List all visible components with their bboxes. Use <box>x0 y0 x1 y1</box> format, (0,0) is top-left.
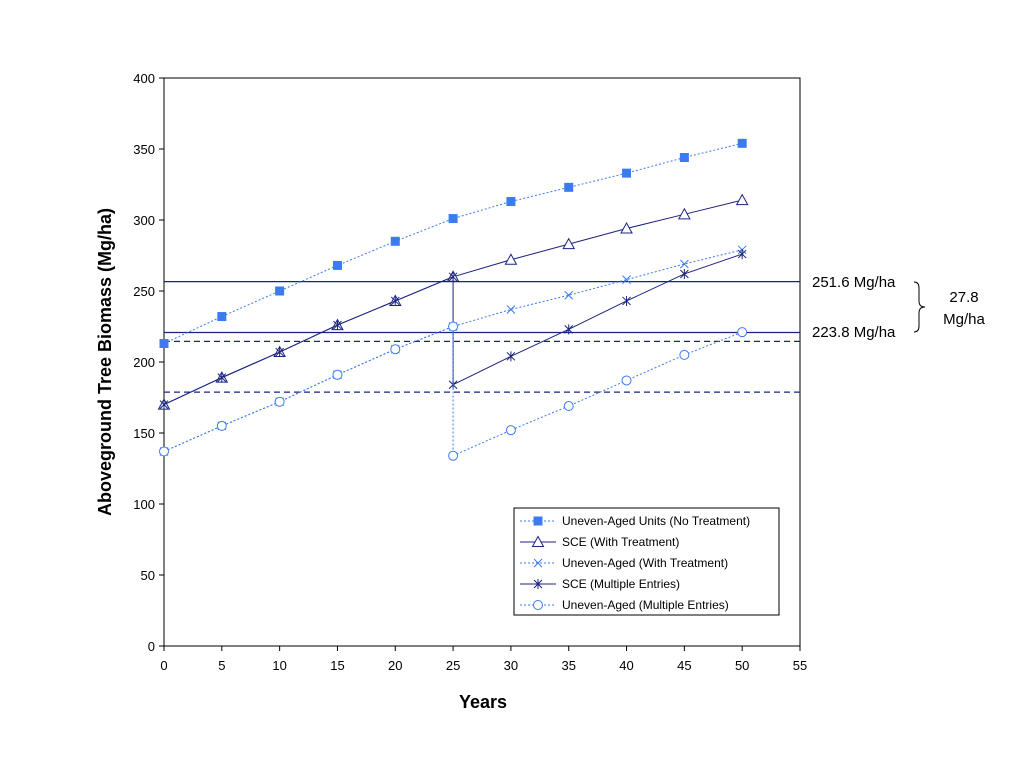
data-point <box>680 259 689 269</box>
data-point <box>506 197 516 207</box>
data-point <box>448 450 459 461</box>
x-tick-label: 35 <box>561 658 575 673</box>
data-point <box>275 286 285 296</box>
series-group <box>157 138 749 461</box>
y-tick-label: 150 <box>133 426 155 441</box>
data-point <box>274 396 285 407</box>
data-point <box>159 339 169 349</box>
data-point <box>448 271 458 282</box>
y-tick-label: 300 <box>133 213 155 228</box>
y-tick-label: 100 <box>133 497 155 512</box>
data-point <box>217 312 227 322</box>
series-line <box>163 142 743 344</box>
legend: Uneven-Aged Units (No Treatment) SCE (Wit… <box>513 507 780 616</box>
data-point <box>564 324 574 335</box>
legend-box <box>513 507 780 616</box>
series-5 <box>159 321 748 461</box>
series-1 <box>159 138 747 349</box>
data-point <box>504 253 518 265</box>
y-tick-label: 250 <box>133 284 155 299</box>
x-tick-label: 15 <box>330 658 344 673</box>
data-point <box>620 221 633 234</box>
data-point <box>390 344 401 355</box>
data-point <box>333 320 342 331</box>
annotation-brace <box>913 281 926 333</box>
data-point <box>678 207 691 220</box>
data-point <box>216 420 227 431</box>
data-point <box>564 290 574 300</box>
data-point <box>332 260 342 270</box>
legend-marker <box>533 579 543 589</box>
data-point <box>562 237 576 250</box>
x-tick-label: 25 <box>446 658 460 673</box>
annotation-upper: 251.6 Mg/ha <box>812 274 896 291</box>
legend-marker <box>533 600 543 610</box>
y-tick-label: 50 <box>141 568 155 583</box>
x-tick-label: 10 <box>272 658 286 673</box>
data-point <box>737 327 748 338</box>
data-point <box>679 153 689 163</box>
data-point <box>506 305 516 314</box>
data-point <box>217 372 227 383</box>
x-tick-label: 20 <box>388 658 402 673</box>
x-tick-label: 30 <box>504 658 518 673</box>
x-tick-label: 0 <box>160 658 167 673</box>
x-tick-label: 5 <box>218 658 225 673</box>
data-point <box>390 236 400 246</box>
data-point <box>275 347 284 358</box>
data-point <box>621 375 632 386</box>
y-tick-label: 350 <box>133 142 155 157</box>
data-point <box>737 249 747 260</box>
x-tick-label: 50 <box>735 658 749 673</box>
legend-label: Uneven-Aged Units (No Treatment) <box>562 514 750 528</box>
x-tick-label: 45 <box>677 658 691 673</box>
data-point <box>735 193 749 206</box>
data-point <box>506 351 516 362</box>
x-tick-label: 40 <box>619 658 633 673</box>
data-point <box>159 446 169 457</box>
data-point <box>622 168 632 178</box>
data-point <box>680 268 689 279</box>
legend-label: SCE (With Treatment) <box>562 535 679 549</box>
y-axis-title: Aboveground Tree Biomass (Mg/ha) <box>95 208 115 516</box>
legend-marker <box>533 516 543 526</box>
data-point <box>448 214 458 224</box>
data-point <box>737 138 747 148</box>
axis-ticks: 0 5 10 15 20 25 30 35 40 45 50 55 0 50 100 150 200 250 300… <box>133 71 807 673</box>
y-tick-label: 200 <box>133 355 155 370</box>
annotation-difference-unit: Mg/ha <box>943 311 985 328</box>
data-point <box>564 182 574 192</box>
data-point <box>332 369 343 380</box>
data-point <box>448 321 459 332</box>
data-point <box>622 275 631 284</box>
data-point <box>679 349 690 360</box>
data-point <box>390 295 400 306</box>
y-tick-label: 0 <box>148 639 155 654</box>
legend-marker <box>531 535 545 547</box>
data-point <box>622 295 631 306</box>
legend-marker <box>533 558 543 568</box>
x-tick-label: 55 <box>793 658 807 673</box>
data-point <box>159 399 169 410</box>
y-tick-label: 400 <box>133 71 155 86</box>
reference-lines <box>164 280 800 393</box>
data-point <box>505 425 516 436</box>
legend-label: SCE (Multiple Entries) <box>562 577 680 591</box>
legend-label: Uneven-Aged (With Treatment) <box>562 556 728 570</box>
data-point <box>563 401 574 412</box>
x-axis-title: Years <box>459 692 507 712</box>
legend-label: Uneven-Aged (Multiple Entries) <box>562 598 729 612</box>
annotation-difference-value: 27.8 <box>949 289 978 306</box>
annotation-lower: 223.8 Mg/ha <box>812 324 896 341</box>
